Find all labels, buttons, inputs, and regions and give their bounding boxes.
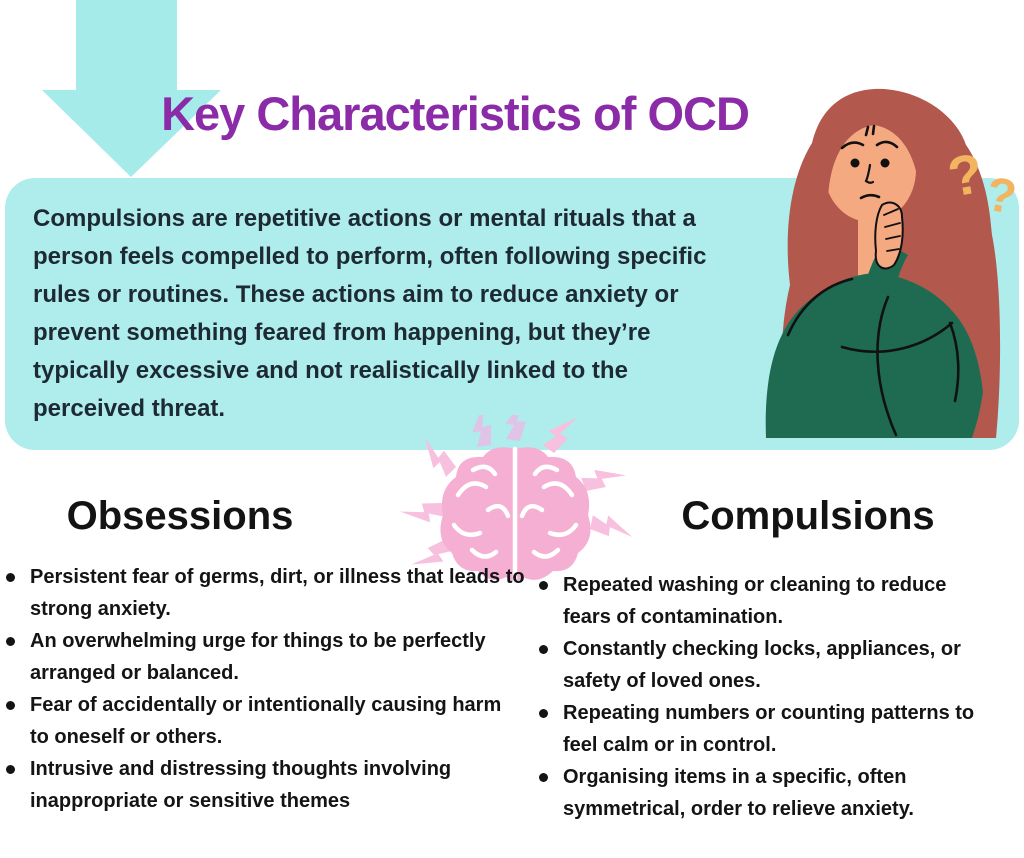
hand — [874, 201, 904, 270]
list-item: An overwhelming urge for things to be pe… — [0, 625, 525, 689]
intro-text: Compulsions are repetitive actions or me… — [33, 205, 707, 422]
brain-gyri — [451, 446, 579, 586]
compulsions-list: Repeated washing or cleaning to reduce f… — [533, 569, 1003, 825]
obsessions-list: Persistent fear of germs, dirt, or illne… — [0, 561, 525, 817]
arm-lines — [786, 277, 960, 437]
hair-fringe — [806, 97, 942, 199]
list-item: Intrusive and distressing thoughts invol… — [0, 753, 525, 817]
svg-text:?: ? — [982, 168, 1020, 225]
list-item: Persistent fear of germs, dirt, or illne… — [0, 561, 525, 625]
list-item: Repeating numbers or counting patterns t… — [533, 697, 998, 761]
page-title: Key Characteristics of OCD — [161, 87, 750, 140]
down-arrow-icon — [42, 0, 221, 177]
list-item: Repeated washing or cleaning to reduce f… — [533, 569, 998, 633]
worried-woman-illustration: ? ? — [765, 88, 1020, 438]
eyebrows — [840, 124, 899, 150]
list-item: Fear of accidentally or intentionally ca… — [0, 689, 525, 753]
left-eye — [850, 158, 860, 168]
sweater — [765, 273, 985, 438]
obsessions-heading: Obsessions — [66, 494, 294, 538]
nose — [864, 163, 875, 184]
right-eye — [880, 158, 890, 168]
mouth — [859, 193, 881, 200]
finger-lines — [883, 208, 901, 252]
compulsions-heading: Compulsions — [681, 494, 935, 538]
hair-front-right — [966, 145, 1001, 438]
list-item: Organising items in a specific, often sy… — [533, 761, 998, 825]
list-item: Constantly checking locks, appliances, o… — [533, 633, 998, 697]
brain-icon — [399, 415, 636, 586]
